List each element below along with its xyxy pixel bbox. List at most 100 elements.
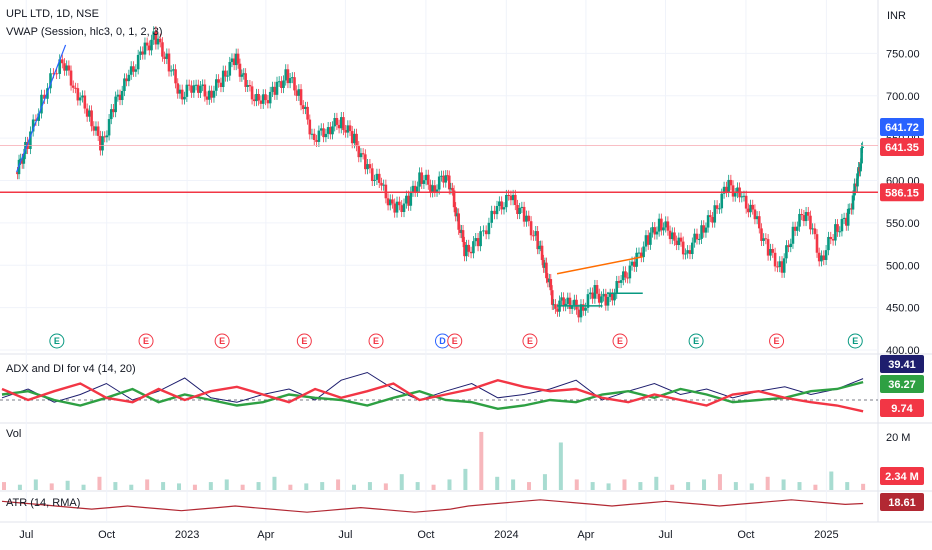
candle-body [370,168,374,181]
candle-body [214,79,218,91]
candle-body [178,89,182,94]
y-tick-label: 700.00 [886,91,920,103]
candle-body [617,281,621,283]
candle-body [673,232,676,241]
earnings-event-letter: E [54,336,60,346]
candle-body [840,219,844,232]
candle-body [474,238,478,242]
volume-bar [463,468,468,490]
vwap-legend[interactable]: VWAP (Session, hlc3, 0, 1, 2, 3) [6,26,163,38]
candle-body [114,96,117,113]
candle-body [81,95,84,98]
candle-body [398,201,401,206]
symbol-title[interactable]: UPL LTD, 1D, NSE [6,8,99,20]
volume-bar [845,482,850,490]
candle-body [564,303,567,307]
candle-body [112,109,115,113]
candle-body [693,233,696,243]
volume-badge-text: 2.34 M [885,471,919,483]
candle-body [457,213,460,230]
atr-legend[interactable]: ATR (14, RMA) [6,497,81,509]
candle-body [134,69,138,72]
adx-legend[interactable]: ADX and DI for v4 (14, 20) [6,363,136,375]
candle-body [219,82,223,88]
candle-body [107,119,111,136]
candle-body [429,184,432,193]
candle-body [591,292,594,299]
candle-body [259,100,263,104]
candle-body [16,172,19,175]
candle-body [393,203,396,213]
currency-label[interactable]: INR [887,10,906,22]
candle-body [644,235,648,247]
volume-legend[interactable]: Vol [6,428,22,440]
candle-body [34,119,38,121]
candle-body [458,229,462,233]
candle-body [787,245,790,248]
candle-body [141,51,145,55]
candle-body [507,194,510,196]
candle-body [244,73,247,87]
candle-body [88,110,91,117]
candle-body [148,45,151,51]
candle-body [411,185,415,192]
candle-body [675,240,678,246]
plus-di-badge [880,375,924,393]
candle-body [461,230,465,243]
candle-body [560,297,563,301]
earnings-event-letter: E [774,336,780,346]
candle-body [785,245,788,259]
candle-body [105,135,109,138]
candle-body [306,106,309,120]
candle-body [452,190,456,208]
x-tick-label: Jul [338,529,352,541]
atr-plot [1,499,864,513]
candle-body [755,216,759,220]
candle-body [455,213,459,217]
adx-badge-text: 39.41 [888,359,916,371]
candle-body [156,38,160,45]
candle-body [579,304,583,318]
x-tick-label: Jul [658,529,672,541]
candle-body [205,96,209,100]
volume-bar [352,484,357,490]
candle-body [760,228,763,241]
candle-body [165,53,169,59]
candle-body [52,73,55,75]
candle-body [615,281,619,294]
candle-body [505,194,508,208]
candle-body [167,53,171,72]
x-tick-label: Oct [98,529,115,541]
volume-bar [208,482,213,490]
volume-bar [272,476,277,490]
candle-body [333,117,337,127]
candle-body [670,232,674,240]
x-tick-label: 2024 [494,529,518,541]
candle-body [359,153,363,158]
trend-line [16,44,67,173]
candle-body [684,253,687,255]
volume-plot [2,431,866,490]
candle-body [203,84,207,97]
axes-layer: Jul Oct 2023 Apr Jul Oct 2024 Apr Jul Oct 2025 750.… [19,48,919,541]
volume-bar [733,482,738,490]
candle-body [286,69,290,84]
candle-body [92,126,96,131]
candle-body [624,271,627,278]
candle-body [71,85,75,88]
atr-badge-text: 18.61 [888,497,916,509]
candle-body [454,207,457,217]
candle-body [791,226,795,244]
candle-body [317,130,321,142]
candle-body [668,230,672,240]
volume-bar [415,482,420,490]
volume-bar [224,479,229,490]
candle-body [65,65,68,71]
candle-body [266,100,270,104]
candle-body [364,154,367,170]
candle-body [536,231,539,250]
candle-body [55,73,58,75]
candle-body [518,208,521,215]
candle-body [613,293,616,301]
